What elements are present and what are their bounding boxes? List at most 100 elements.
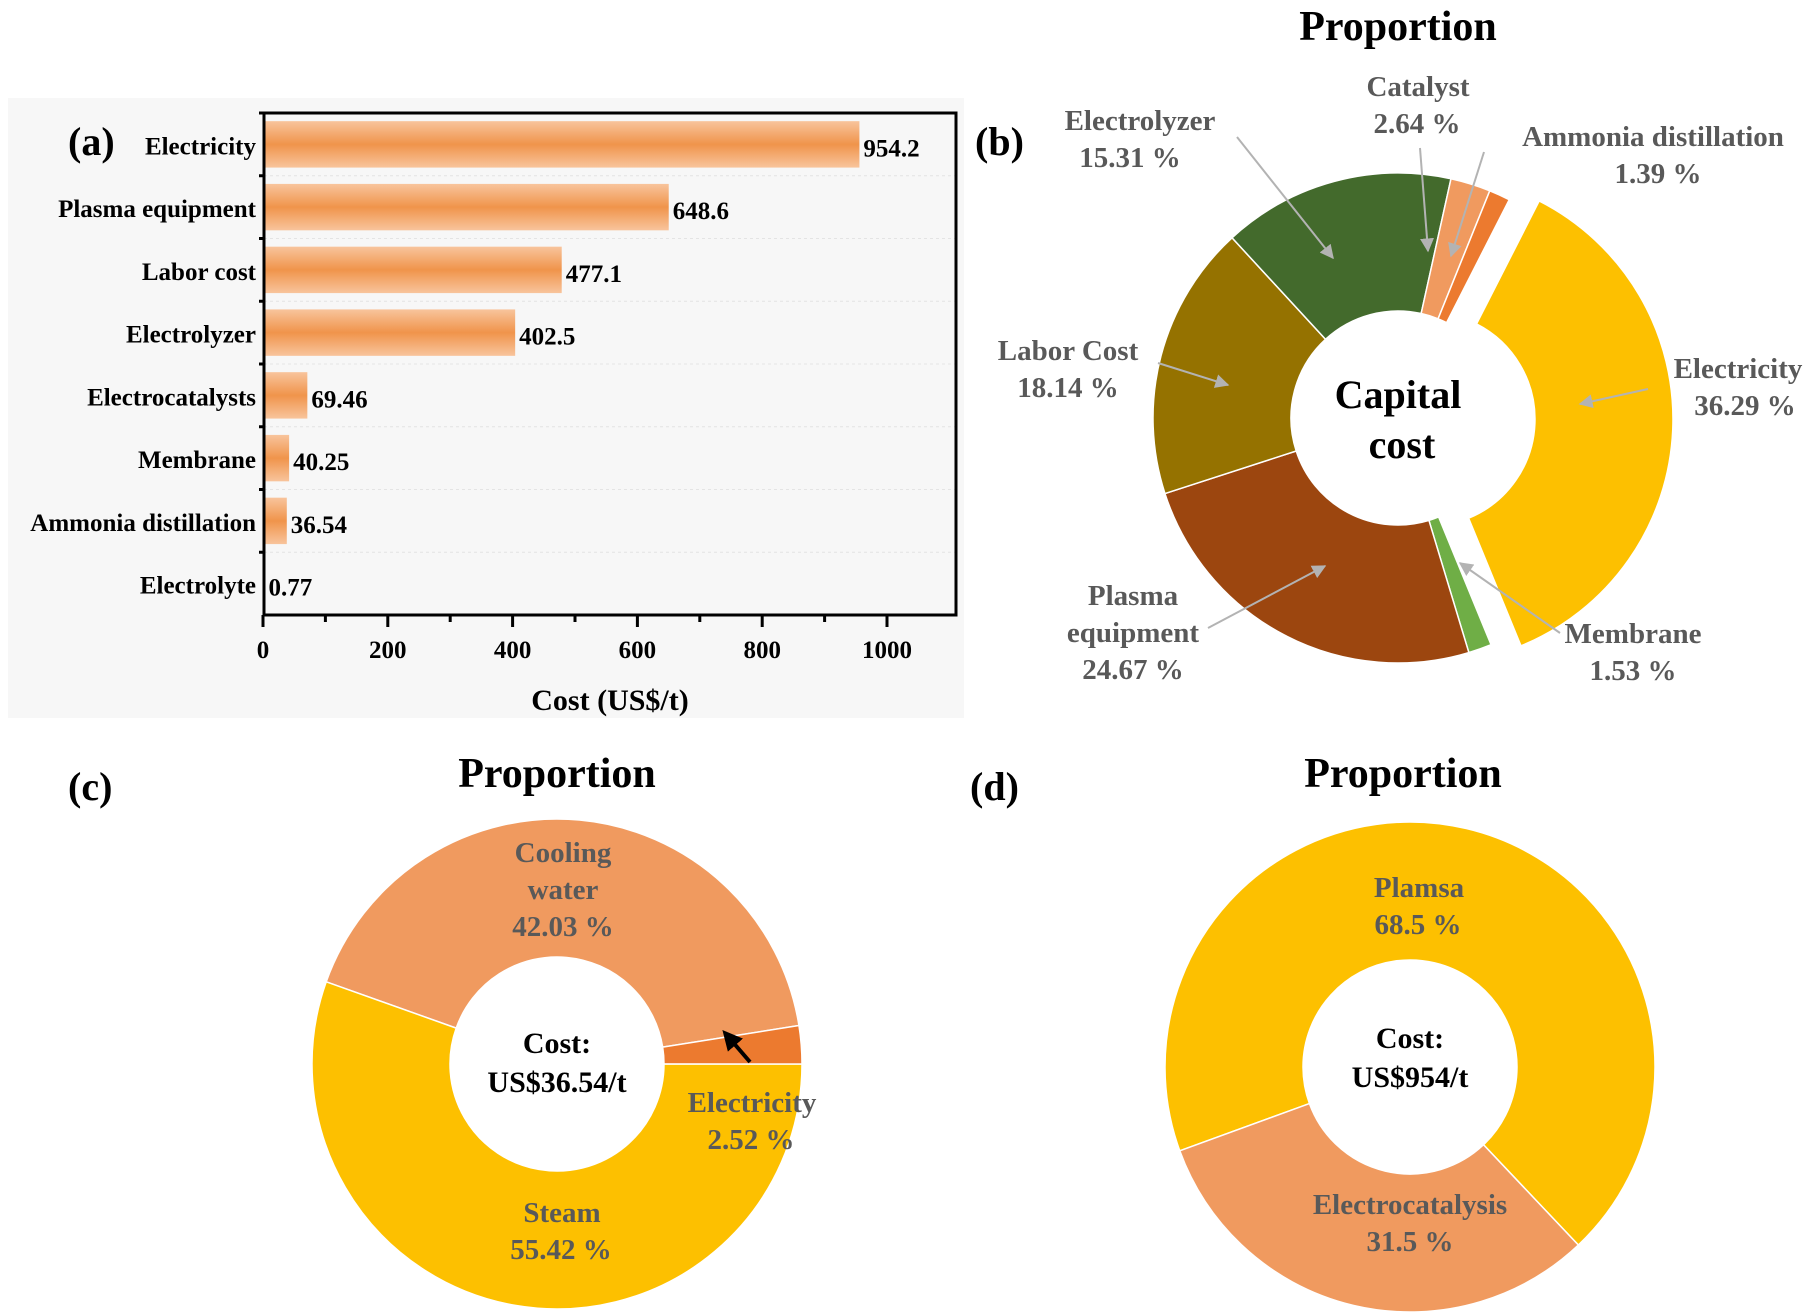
category-label-electrolyte: Electrolyte (140, 573, 256, 600)
label-ammonia-distillation-pct: 1.39 % (1615, 158, 1702, 190)
panel-d-donut-chart: (d) Proportion Cost: US$954/t Plamsa 68.… (970, 751, 1656, 1313)
bar-labor-cost (264, 246, 562, 294)
panel-b-title: Proportion (1299, 4, 1497, 50)
label-electrolyzer-pct: 15.31 % (1079, 142, 1181, 174)
label-membrane-name: Membrane (1565, 618, 1702, 650)
value-label-labor-cost: 477.1 (566, 261, 622, 288)
label-plasma-equipment-pct: 24.67 % (1082, 654, 1184, 686)
callout-catalyst (1419, 147, 1435, 253)
label-electricity-name: Electricity (1674, 353, 1803, 385)
callout-electrolyzer (1236, 136, 1334, 260)
panel-a-gridlines (264, 175, 956, 553)
label-steam: Steam 55.42 % (510, 1197, 612, 1266)
panel-a-x-ticks: 0 200 400 600 800 1000 (257, 111, 912, 664)
label-cooling-water: Cooling water 42.03 % (512, 837, 614, 943)
panel-c-center-line-1: Cost: (523, 1027, 591, 1060)
label-membrane-pct: 1.53 % (1590, 655, 1677, 687)
panel-c-electricity-arrow (722, 1029, 752, 1064)
category-label-labor-cost: Labor cost (142, 259, 257, 286)
panel-a-bar-chart: (a) Electricity Plasma equipment Labor cos… (8, 98, 964, 718)
x-tick-label-200: 200 (369, 637, 407, 664)
label-ammonia-distillation: Ammonia distillation 1.39 % (1522, 121, 1784, 190)
slice-plamsa (1164, 821, 1656, 1247)
slice-electrolyzer (1230, 172, 1452, 341)
label-electricity-c: Electricity 2.52 % (688, 1087, 817, 1156)
label-steam-pct: 55.42 % (510, 1234, 612, 1266)
label-electrocatalysis: Electrocatalysis 31.5 % (1313, 1189, 1507, 1258)
label-plasma-equipment-line-1: Plasma (1088, 580, 1179, 612)
panel-b-slices (1152, 172, 1674, 664)
panel-d-title: Proportion (1304, 751, 1502, 797)
label-membrane: Membrane 1.53 % (1565, 618, 1702, 687)
category-label-plasma-equipment: Plasma equipment (58, 196, 257, 223)
panel-b-label: (b) (975, 119, 1024, 164)
label-labor-cost-name: Labor Cost (998, 335, 1139, 367)
panel-c-title: Proportion (458, 751, 656, 797)
label-cooling-water-line-2: water (528, 874, 599, 906)
label-plasma-equipment: Plasma equipment 24.67 % (1067, 580, 1199, 686)
value-label-electrocatalysts: 69.46 (311, 386, 367, 413)
bar-electrocatalysts (264, 372, 308, 419)
callout-labor-cost (1157, 362, 1230, 388)
value-label-membrane: 40.25 (293, 449, 349, 476)
panel-b-donut-chart: (b) Proportion Capital cost Electrolyzer… (975, 4, 1803, 687)
panel-c-donut-chart: (c) Proportion Cost: US$36.54/t Cooling … (68, 751, 817, 1310)
label-electricity-c-name: Electricity (688, 1087, 817, 1119)
callout-plasma-equipment (1207, 565, 1327, 629)
label-electrolyzer-name: Electrolyzer (1065, 105, 1216, 137)
label-plamsa: Plamsa 68.5 % (1374, 872, 1465, 941)
slice-electricity (1467, 199, 1674, 647)
bar-electricity (264, 121, 860, 168)
panel-b-callout-arrows (1157, 136, 1649, 634)
label-plamsa-pct: 68.5 % (1375, 909, 1462, 941)
panel-c-label: (c) (68, 764, 112, 809)
category-label-electrocatalysts: Electrocatalysts (87, 384, 256, 411)
label-plamsa-name: Plamsa (1374, 872, 1465, 904)
panel-d-slices (1164, 821, 1656, 1313)
label-catalyst: Catalyst 2.64 % (1366, 71, 1469, 140)
panel-a-label: (a) (68, 119, 115, 164)
slice-labor-cost (1152, 236, 1327, 495)
label-electricity: Electricity 36.29 % (1674, 353, 1803, 422)
label-electrocatalysis-name: Electrocatalysis (1313, 1189, 1507, 1221)
label-labor-cost: Labor Cost 18.14 % (998, 335, 1139, 404)
value-label-electrolyte: 0.77 (269, 575, 313, 602)
label-cooling-water-line-1: Cooling (515, 837, 612, 869)
label-electricity-c-pct: 2.52 % (708, 1124, 795, 1156)
label-cooling-water-pct: 42.03 % (512, 911, 614, 943)
label-catalyst-pct: 2.64 % (1374, 108, 1461, 140)
bar-membrane (264, 434, 290, 482)
slice-cooling-water (325, 818, 800, 1049)
panel-a-x-axis-label: Cost (US$/t) (531, 684, 689, 717)
slice-electrocatalysis (1178, 1102, 1580, 1313)
panel-d-label: (d) (970, 764, 1019, 809)
callout-electricity (1578, 388, 1649, 409)
category-label-electrolyzer: Electrolyzer (126, 322, 256, 349)
category-label-membrane: Membrane (138, 447, 256, 474)
slice-steam (311, 980, 803, 1310)
x-tick-label-0: 0 (257, 637, 270, 664)
bar-plasma-equipment (264, 183, 669, 231)
panel-c-slices (311, 818, 803, 1310)
panel-b-center-line-1: Capital (1335, 372, 1462, 417)
label-catalyst-name: Catalyst (1366, 71, 1469, 103)
bar-electrolyzer (264, 309, 516, 356)
label-electrolyzer: Electrolyzer 15.31 % (1065, 105, 1216, 174)
callout-ammonia-distillation (1448, 151, 1485, 258)
label-plasma-equipment-line-2: equipment (1067, 617, 1199, 649)
label-electricity-pct: 36.29 % (1694, 390, 1796, 422)
x-tick-label-600: 600 (619, 637, 657, 664)
category-label-ammonia-distillation: Ammonia distillation (30, 510, 256, 537)
panel-b-center-line-2: cost (1369, 422, 1436, 467)
panel-a-category-labels: Electricity Plasma equipment Labor cost Ele… (30, 133, 256, 599)
label-steam-name: Steam (523, 1197, 600, 1229)
category-label-electricity: Electricity (145, 133, 257, 160)
panel-c-center-line-2: US$36.54/t (487, 1066, 626, 1099)
x-tick-label-800: 800 (743, 637, 781, 664)
label-labor-cost-pct: 18.14 % (1017, 372, 1119, 404)
callout-membrane (1458, 562, 1561, 634)
x-tick-label-1000: 1000 (862, 637, 912, 664)
slice-plasma-equipment (1164, 450, 1470, 664)
value-label-electrolyzer: 402.5 (519, 324, 575, 351)
